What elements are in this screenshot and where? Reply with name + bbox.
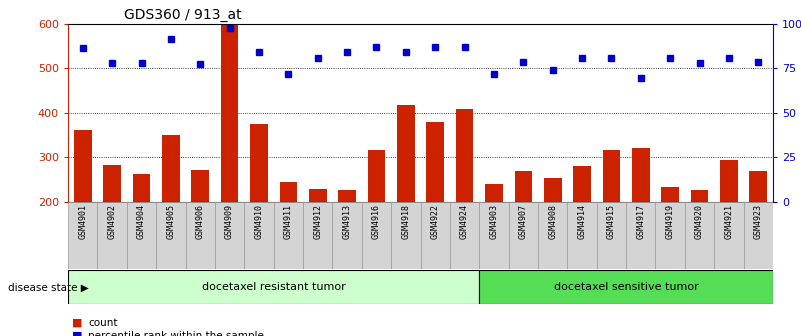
Bar: [514, 171, 532, 291]
Bar: [68, 270, 479, 304]
Bar: [479, 270, 773, 304]
Bar: [685, 202, 714, 269]
Bar: [368, 151, 385, 291]
Text: GSM4920: GSM4920: [695, 204, 704, 239]
Text: GSM4906: GSM4906: [195, 204, 205, 239]
Bar: [750, 171, 767, 291]
Bar: [280, 181, 297, 291]
Bar: [221, 25, 239, 291]
Bar: [186, 202, 215, 269]
Bar: [690, 191, 708, 291]
Bar: [397, 104, 415, 291]
Text: GSM4922: GSM4922: [431, 204, 440, 239]
Bar: [274, 202, 303, 269]
Text: GSM4915: GSM4915: [607, 204, 616, 239]
Bar: [391, 202, 421, 269]
Text: GSM4914: GSM4914: [578, 204, 586, 239]
Text: GSM4918: GSM4918: [401, 204, 410, 239]
Text: GSM4919: GSM4919: [666, 204, 674, 239]
Bar: [720, 160, 738, 291]
Text: disease state ▶: disease state ▶: [8, 282, 89, 292]
Bar: [426, 122, 444, 291]
Bar: [632, 148, 650, 291]
Bar: [156, 202, 186, 269]
Bar: [743, 202, 773, 269]
Bar: [662, 187, 679, 291]
Bar: [538, 202, 567, 269]
Bar: [338, 191, 356, 291]
Text: GSM4921: GSM4921: [724, 204, 734, 239]
Text: GSM4907: GSM4907: [519, 204, 528, 239]
Bar: [626, 202, 655, 269]
Text: GSM4902: GSM4902: [107, 204, 117, 239]
Bar: [450, 202, 479, 269]
Bar: [244, 202, 274, 269]
Bar: [509, 202, 538, 269]
Bar: [309, 189, 327, 291]
Bar: [362, 202, 391, 269]
Text: docetaxel resistant tumor: docetaxel resistant tumor: [202, 282, 345, 292]
Bar: [456, 109, 473, 291]
Bar: [127, 202, 156, 269]
Bar: [133, 174, 151, 291]
Text: GSM4910: GSM4910: [255, 204, 264, 239]
Bar: [567, 202, 597, 269]
Text: GSM4913: GSM4913: [343, 204, 352, 239]
Bar: [103, 165, 121, 291]
Bar: [303, 202, 332, 269]
Text: GSM4903: GSM4903: [489, 204, 498, 239]
Bar: [332, 202, 362, 269]
Bar: [479, 202, 509, 269]
Bar: [485, 184, 503, 291]
Bar: [68, 202, 98, 269]
Bar: [602, 151, 620, 291]
Text: GSM4916: GSM4916: [372, 204, 381, 239]
Text: GSM4912: GSM4912: [313, 204, 322, 239]
Text: GSM4917: GSM4917: [636, 204, 646, 239]
Bar: [74, 130, 91, 291]
Text: GSM4909: GSM4909: [225, 204, 234, 239]
Text: docetaxel sensitive tumor: docetaxel sensitive tumor: [553, 282, 698, 292]
Bar: [597, 202, 626, 269]
Bar: [98, 202, 127, 269]
Text: GSM4911: GSM4911: [284, 204, 293, 239]
Text: percentile rank within the sample: percentile rank within the sample: [88, 331, 264, 336]
Text: ■: ■: [72, 318, 83, 328]
Bar: [250, 124, 268, 291]
Bar: [421, 202, 450, 269]
Bar: [191, 170, 209, 291]
Text: GDS360 / 913_at: GDS360 / 913_at: [124, 8, 242, 23]
Text: GSM4924: GSM4924: [460, 204, 469, 239]
Text: count: count: [88, 318, 118, 328]
Text: GSM4923: GSM4923: [754, 204, 763, 239]
Bar: [162, 135, 179, 291]
Text: GSM4908: GSM4908: [548, 204, 557, 239]
Bar: [574, 166, 591, 291]
Text: GSM4901: GSM4901: [78, 204, 87, 239]
Text: GSM4905: GSM4905: [167, 204, 175, 239]
Bar: [544, 178, 562, 291]
Text: GSM4904: GSM4904: [137, 204, 146, 239]
Bar: [215, 202, 244, 269]
Bar: [714, 202, 743, 269]
Text: ■: ■: [72, 331, 83, 336]
Bar: [655, 202, 685, 269]
